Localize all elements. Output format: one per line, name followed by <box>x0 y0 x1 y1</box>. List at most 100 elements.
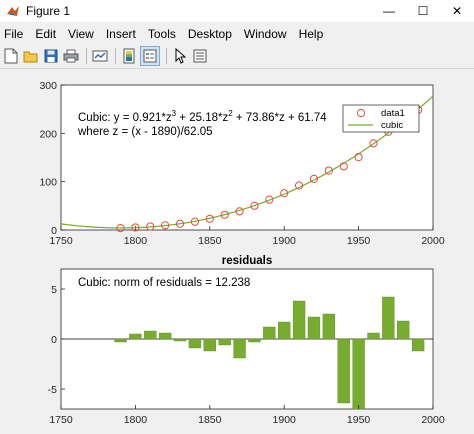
print-icon <box>63 49 79 63</box>
residuals-x-ticks: 1750 1800 1850 1900 1950 2000 <box>49 405 445 426</box>
residual-bar <box>278 321 291 340</box>
residual-bar <box>203 338 216 352</box>
link-plot-button[interactable] <box>91 47 109 65</box>
residual-bar <box>129 333 142 340</box>
fit-where-text: where z = (x - 1890)/62.05 <box>77 126 213 138</box>
legend-data1-marker <box>356 108 366 118</box>
y-tick-label: 5 <box>51 284 57 296</box>
edit-plot-icon <box>175 48 186 64</box>
toolbar <box>0 44 474 69</box>
residual-bar <box>292 300 306 340</box>
legend-icon <box>143 49 157 63</box>
legend-button[interactable] <box>140 46 160 66</box>
menu-file[interactable]: File <box>4 27 24 41</box>
data1-marker <box>220 210 229 219</box>
y-tick-label: 100 <box>39 177 57 189</box>
fit-equation-exp3: 3 <box>172 109 177 118</box>
residual-bar <box>367 332 380 340</box>
residual-bar <box>173 338 187 342</box>
residual-bar <box>307 316 321 340</box>
residual-bar <box>397 320 410 340</box>
residual-bar <box>144 330 157 340</box>
minimize-button[interactable]: — <box>383 4 395 18</box>
x-tick-label: 1750 <box>49 235 73 247</box>
x-tick-label: 1800 <box>124 414 148 426</box>
colorbar-icon <box>123 48 135 64</box>
data1-marker <box>369 139 378 148</box>
x-tick-label: 2000 <box>421 235 445 247</box>
fit-plot-x-ticks: 1750 1800 1850 1900 1950 2000 <box>49 226 445 247</box>
toolbar-separator <box>86 48 87 64</box>
maximize-button[interactable]: ☐ <box>417 4 429 18</box>
edit-plot-button[interactable] <box>171 47 189 65</box>
link-plot-icon <box>92 50 108 62</box>
data1-marker <box>250 201 259 210</box>
window-controls: — ☐ ✕ <box>372 0 474 22</box>
residual-bar <box>411 338 425 352</box>
menu-insert[interactable]: Insert <box>105 27 136 41</box>
y-tick-label: 0 <box>51 334 57 346</box>
residual-bar <box>263 326 276 340</box>
residuals-axes[interactable]: residuals -505 1750 1800 1850 1900 1950 2000 … <box>48 255 445 426</box>
data1-marker <box>280 189 289 198</box>
data1-marker <box>205 214 214 223</box>
residual-bar <box>233 338 246 359</box>
menu-desktop[interactable]: Desktop <box>187 27 232 41</box>
residuals-y-ticks: -5 0 5 <box>48 284 65 396</box>
x-tick-label: 1850 <box>198 235 222 247</box>
colorbar-button[interactable] <box>120 47 138 65</box>
residual-bar <box>114 338 127 343</box>
matlab-icon <box>7 6 19 16</box>
x-tick-label: 1900 <box>273 235 297 247</box>
figure-svg: 0 100 200 300 1750 1800 1850 1900 1950 2000 Cubi… <box>39 80 445 426</box>
y-tick-label: -5 <box>48 384 57 396</box>
y-tick-label: 0 <box>51 225 57 237</box>
x-tick-label: 1850 <box>198 414 222 426</box>
residual-bar <box>188 338 202 349</box>
new-figure-icon <box>4 48 18 64</box>
menu-bar: File Edit View Insert Tools Desktop Wind… <box>0 24 474 44</box>
data1-marker <box>175 219 185 228</box>
legend-box <box>342 104 420 133</box>
toolbar-separator <box>115 48 116 64</box>
residual-bar <box>218 338 231 346</box>
new-figure-button[interactable] <box>2 47 20 65</box>
menu-help[interactable]: Help <box>298 27 324 41</box>
menu-window[interactable]: Window <box>243 27 287 41</box>
x-tick-label: 1900 <box>273 414 297 426</box>
x-tick-label: 1750 <box>49 414 73 426</box>
x-tick-label: 1800 <box>124 235 148 247</box>
menu-edit[interactable]: Edit <box>35 27 57 41</box>
fit-equation-exp2: 2 <box>228 109 233 118</box>
legend-data1-label: data1 <box>381 108 405 119</box>
data1-marker <box>324 166 333 175</box>
data1-marker <box>294 181 304 190</box>
data1-marker <box>235 207 244 216</box>
menu-tools[interactable]: Tools <box>147 27 176 41</box>
residual-bar <box>352 338 365 410</box>
fit-equation-part3: + 73.86*z + 61.74 <box>233 112 328 124</box>
save-icon <box>44 49 58 63</box>
fit-plot-axes[interactable]: 0 100 200 300 1750 1800 1850 1900 1950 2000 Cubi… <box>39 80 444 247</box>
data1-marker <box>116 224 125 233</box>
window-title: Figure 1 <box>26 4 71 18</box>
print-button[interactable] <box>62 47 80 65</box>
open-file-button[interactable] <box>22 47 40 65</box>
residual-bar <box>337 338 350 404</box>
save-button[interactable] <box>42 47 60 65</box>
residuals-title: residuals <box>222 255 273 267</box>
data1-marker <box>265 195 274 204</box>
title-bar: Figure 1 — ☐ ✕ <box>0 0 474 22</box>
data1-marker <box>161 221 170 230</box>
property-inspector-button[interactable] <box>191 47 209 65</box>
fit-equation-text: Cubic: y = 0.921*z3 + 25.18*z2 + 73.86*z… <box>78 109 327 124</box>
y-tick-label: 200 <box>39 128 57 140</box>
fit-equation-part2: + 25.18*z <box>176 112 228 124</box>
menu-view[interactable]: View <box>68 27 94 41</box>
toolbar-separator <box>166 48 167 64</box>
close-button[interactable]: ✕ <box>451 4 463 18</box>
residual-bar <box>248 338 261 343</box>
fit-plot-legend[interactable]: data1 cubic <box>342 104 420 133</box>
data1-marker <box>190 217 200 226</box>
data1-marker <box>146 222 155 231</box>
